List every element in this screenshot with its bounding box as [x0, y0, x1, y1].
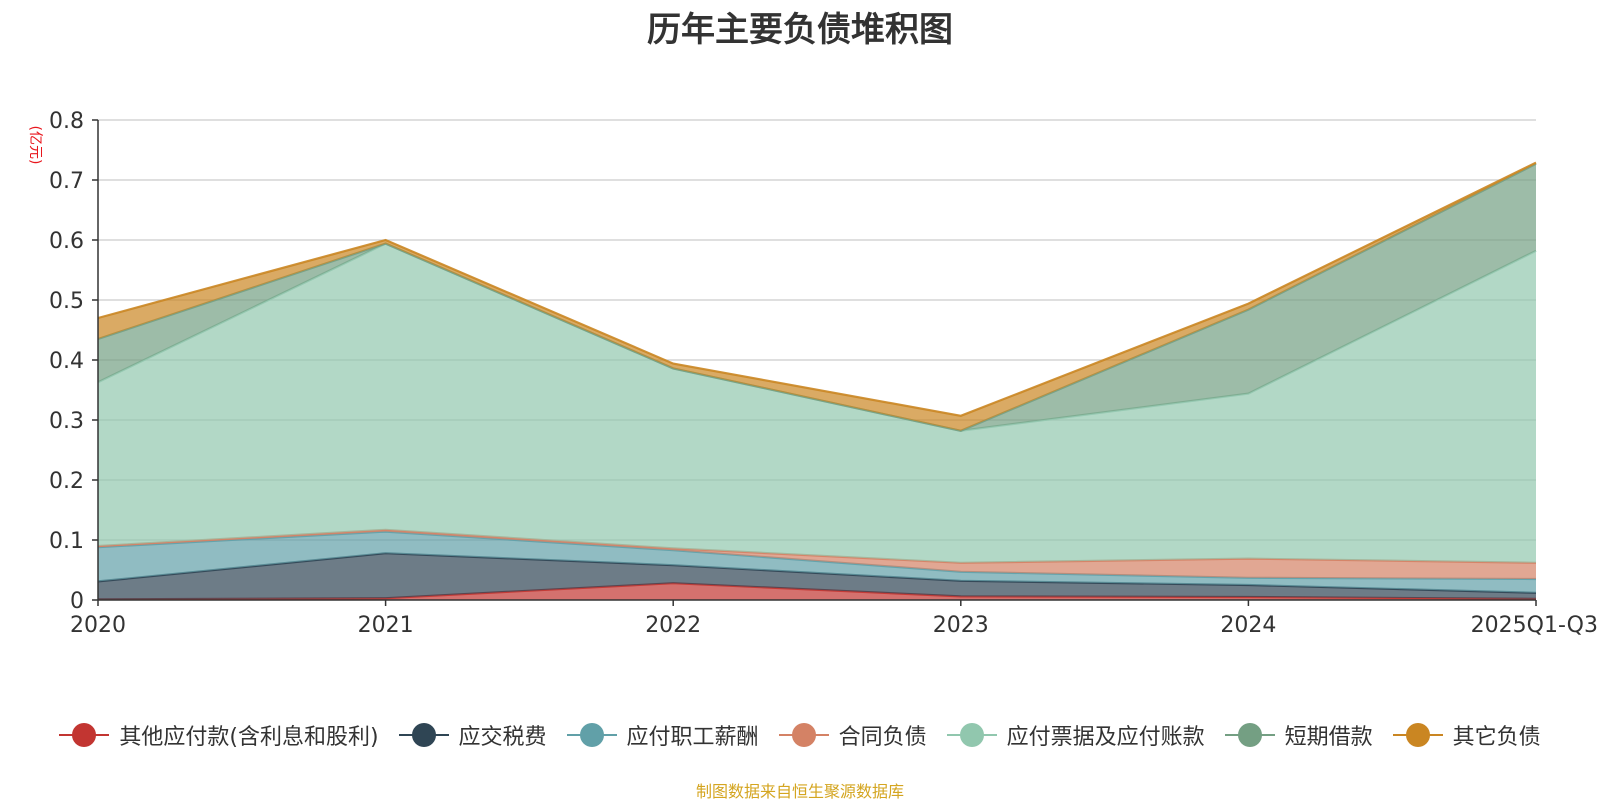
y-tick-label: 0.7 [49, 169, 84, 194]
area-其他应付款(含利息和股利) [98, 583, 1536, 600]
y-tick-label: 0.1 [49, 529, 84, 554]
legend-label: 短期借款 [1284, 725, 1373, 750]
legend-label: 合同负债 [838, 725, 927, 750]
legend-item[interactable]: 应付职工薪酬 [566, 719, 759, 751]
y-tick-label: 0.5 [49, 289, 84, 314]
legend-item[interactable]: 应交税费 [398, 719, 547, 751]
x-tick-label: 2022 [645, 613, 701, 638]
area-应付职工薪酬 [98, 531, 1536, 593]
chart-title: 历年主要负债堆积图 [647, 10, 953, 50]
legend-marker [566, 722, 617, 748]
legend-label: 应付职工薪酬 [626, 725, 759, 750]
y-tick-label: 0.2 [49, 469, 84, 494]
x-tick-label: 2024 [1220, 613, 1276, 638]
legend-item[interactable]: 其它负债 [1392, 719, 1541, 751]
x-tick-label: 2023 [933, 613, 989, 638]
x-tick-label: 2025Q1-Q3 [1471, 613, 1598, 638]
y-tick-label: 0.8 [49, 109, 84, 134]
legend-label: 其它负债 [1452, 725, 1541, 750]
legend-marker [59, 722, 110, 748]
y-axis-title: (亿元) [27, 126, 43, 165]
legend-label: 应付票据及应付账款 [1006, 725, 1205, 750]
y-tick-label: 0.3 [49, 409, 84, 434]
legend-item[interactable]: 其他应付款(含利息和股利) [59, 719, 379, 751]
legend-item[interactable]: 短期借款 [1224, 719, 1373, 751]
legend-label: 其他应付款(含利息和股利) [119, 725, 379, 750]
legend-item[interactable]: 应付票据及应付账款 [946, 719, 1205, 751]
chart-plot: 0 0.1 0.2 0.3 0.4 0.5 0.6 0.7 0.8 2020 2021 2022 202… [27, 109, 1598, 638]
y-tick-label: 0 [70, 589, 84, 614]
area-合同负债 [98, 529, 1536, 579]
legend: 其他应付款(含利息和股利) 应交税费 应付职工薪酬 合同负债 应付票据及应付账款 短期借款… [0, 718, 1600, 752]
legend-marker [1392, 722, 1443, 748]
legend-marker [1224, 722, 1275, 748]
area-应付票据及应付账款 [98, 243, 1536, 563]
series-line-其它负债 [97, 161, 1537, 417]
stacked-areas [97, 161, 1537, 601]
y-tick-label: 0.4 [49, 349, 84, 374]
legend-marker [398, 722, 449, 748]
axes: 0 0.1 0.2 0.3 0.4 0.5 0.6 0.7 0.8 2020 2021 2022 202… [49, 109, 1598, 638]
legend-label: 应交税费 [458, 725, 547, 750]
area-短期借款 [98, 163, 1536, 431]
x-tick-label: 2020 [70, 613, 126, 638]
legend-marker [946, 722, 997, 748]
area-应交税费 [98, 553, 1536, 600]
y-tick-label: 0.6 [49, 229, 84, 254]
x-tick-label: 2021 [358, 613, 414, 638]
legend-item[interactable]: 合同负债 [778, 719, 927, 751]
source-note: 制图数据来自恒生聚源数据库 [695, 782, 904, 801]
legend-marker [778, 722, 829, 748]
